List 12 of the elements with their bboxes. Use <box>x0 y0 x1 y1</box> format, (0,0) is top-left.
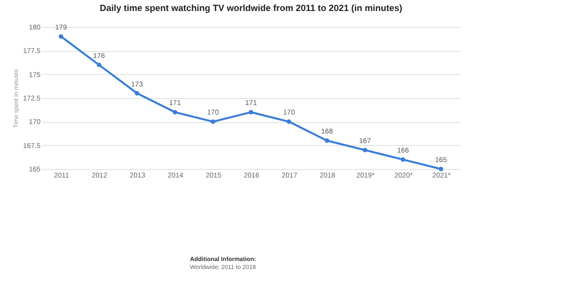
point <box>248 110 254 114</box>
point <box>438 166 444 172</box>
point <box>210 119 216 124</box>
point <box>400 157 406 162</box>
point <box>58 34 64 39</box>
chart-title: Daily time spent watching TV worldwide from 2011 to 2021 (in minutes) <box>100 3 402 13</box>
point <box>286 119 292 124</box>
point <box>134 91 140 96</box>
point <box>324 138 330 143</box>
point <box>96 62 102 68</box>
point <box>362 148 368 152</box>
point <box>172 110 178 114</box>
